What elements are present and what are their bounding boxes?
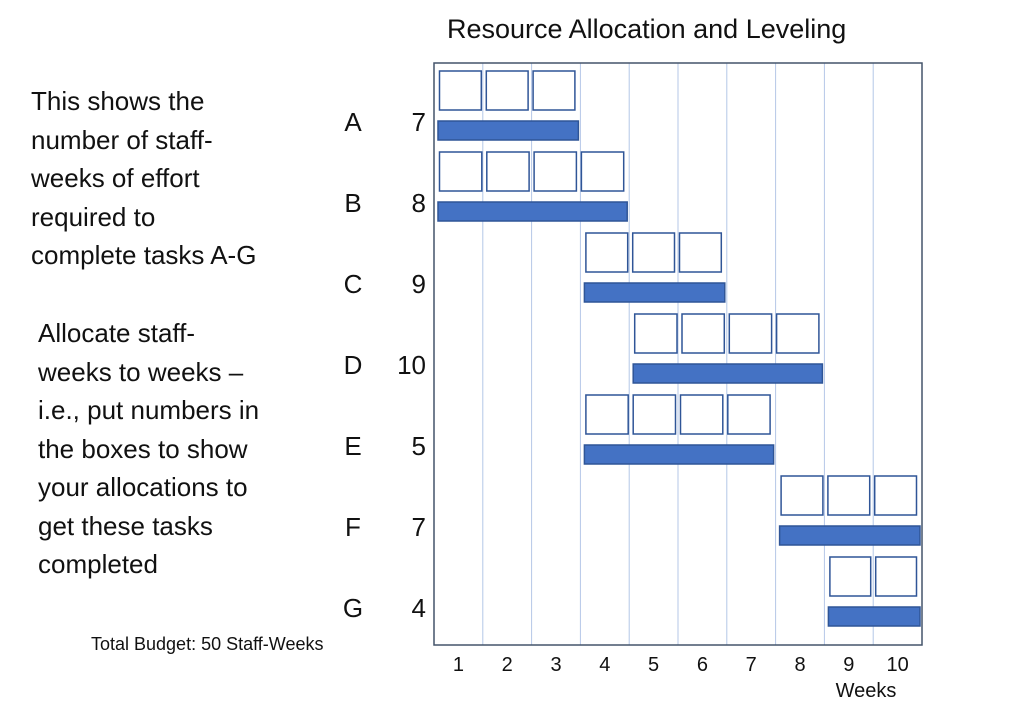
- x-axis-label: Weeks: [836, 680, 897, 702]
- instruction-line: This shows the: [31, 86, 205, 116]
- task-label: D: [344, 350, 363, 380]
- allocation-box[interactable]: [632, 394, 677, 435]
- allocation-box[interactable]: [780, 475, 824, 516]
- instruction-line: weeks to weeks –: [38, 356, 244, 387]
- instruction-line: i.e., put numbers in: [38, 395, 260, 425]
- task-effort-value: 7: [412, 512, 426, 542]
- task-duration-bar: [437, 201, 628, 222]
- instruction-line: the boxes to show: [38, 433, 248, 464]
- allocation-box[interactable]: [727, 394, 771, 435]
- week-tick-label: 5: [648, 654, 659, 676]
- allocation-box[interactable]: [827, 475, 871, 516]
- instructions-paragraph-2: Allocate staff- weeks to weeks – i.e., p…: [38, 314, 338, 584]
- task-effort-value: 7: [412, 107, 426, 137]
- task-duration-bar: [583, 282, 726, 303]
- task-effort-value: 8: [412, 188, 426, 218]
- total-budget-label: Total Budget: 50 Staff-Weeks: [91, 634, 324, 654]
- task-rows: A 7B 8C 9D 10E 5F 7G 4: [343, 70, 921, 627]
- allocation-box[interactable]: [486, 151, 530, 192]
- task-label: E: [344, 431, 361, 461]
- task-row-d: D 10: [344, 313, 824, 384]
- allocation-box[interactable]: [681, 313, 726, 354]
- task-effort-value: 4: [412, 593, 426, 623]
- task-effort-value: 10: [397, 350, 426, 380]
- instruction-line: required to: [31, 201, 156, 232]
- task-duration-bar: [778, 525, 921, 546]
- week-tick-label: 1: [453, 654, 464, 676]
- task-duration-bar: [437, 120, 580, 141]
- allocation-box[interactable]: [580, 151, 625, 192]
- allocation-box[interactable]: [631, 232, 676, 273]
- instruction-line: complete tasks A-G: [31, 240, 257, 270]
- week-tick-label: 7: [746, 654, 757, 676]
- instruction-line: get these tasks: [38, 510, 213, 541]
- task-label: A: [344, 107, 362, 137]
- task-duration-bar: [827, 606, 921, 627]
- task-label: B: [344, 188, 361, 218]
- week-axis: 1 2 3 4 5 6 7 8 9 10: [453, 654, 909, 676]
- week-tick-label: 3: [550, 654, 561, 676]
- week-tick-label: 10: [886, 654, 908, 676]
- allocation-box[interactable]: [775, 313, 820, 354]
- instruction-line: Allocate staff-: [38, 318, 196, 348]
- allocation-box[interactable]: [829, 556, 872, 597]
- week-tick-label: 9: [843, 654, 854, 676]
- instruction-line: your allocations to: [38, 472, 248, 502]
- allocation-box[interactable]: [585, 232, 629, 273]
- allocation-box[interactable]: [438, 151, 483, 192]
- allocation-box[interactable]: [874, 556, 918, 597]
- grid-lines: [482, 63, 874, 645]
- task-label: G: [343, 593, 363, 623]
- instructions-paragraph-1: This shows the number of staff- weeks of…: [31, 82, 331, 275]
- task-duration-bar: [632, 363, 824, 384]
- allocation-box[interactable]: [585, 394, 629, 435]
- allocation-box[interactable]: [533, 151, 578, 192]
- task-duration-bar: [583, 444, 775, 465]
- task-label: F: [345, 512, 361, 542]
- week-tick-label: 8: [794, 654, 805, 676]
- week-tick-label: 2: [502, 654, 513, 676]
- allocation-box[interactable]: [678, 232, 723, 273]
- allocation-box[interactable]: [728, 313, 773, 354]
- task-effort-value: 9: [412, 269, 426, 299]
- week-tick-label: 6: [697, 654, 708, 676]
- task-effort-value: 5: [412, 431, 426, 461]
- instruction-line: weeks of effort: [31, 163, 200, 193]
- allocation-box[interactable]: [485, 70, 529, 111]
- week-tick-label: 4: [599, 654, 610, 676]
- chart-title: Resource Allocation and Leveling: [447, 14, 847, 44]
- allocation-box[interactable]: [873, 475, 918, 516]
- allocation-box[interactable]: [438, 70, 483, 111]
- task-label: C: [344, 269, 363, 299]
- allocation-box[interactable]: [679, 394, 724, 435]
- allocation-box[interactable]: [633, 313, 678, 354]
- instruction-line: number of staff-: [31, 124, 213, 155]
- allocation-box[interactable]: [532, 70, 576, 111]
- chart-frame: [433, 62, 923, 646]
- instruction-line: completed: [38, 549, 158, 579]
